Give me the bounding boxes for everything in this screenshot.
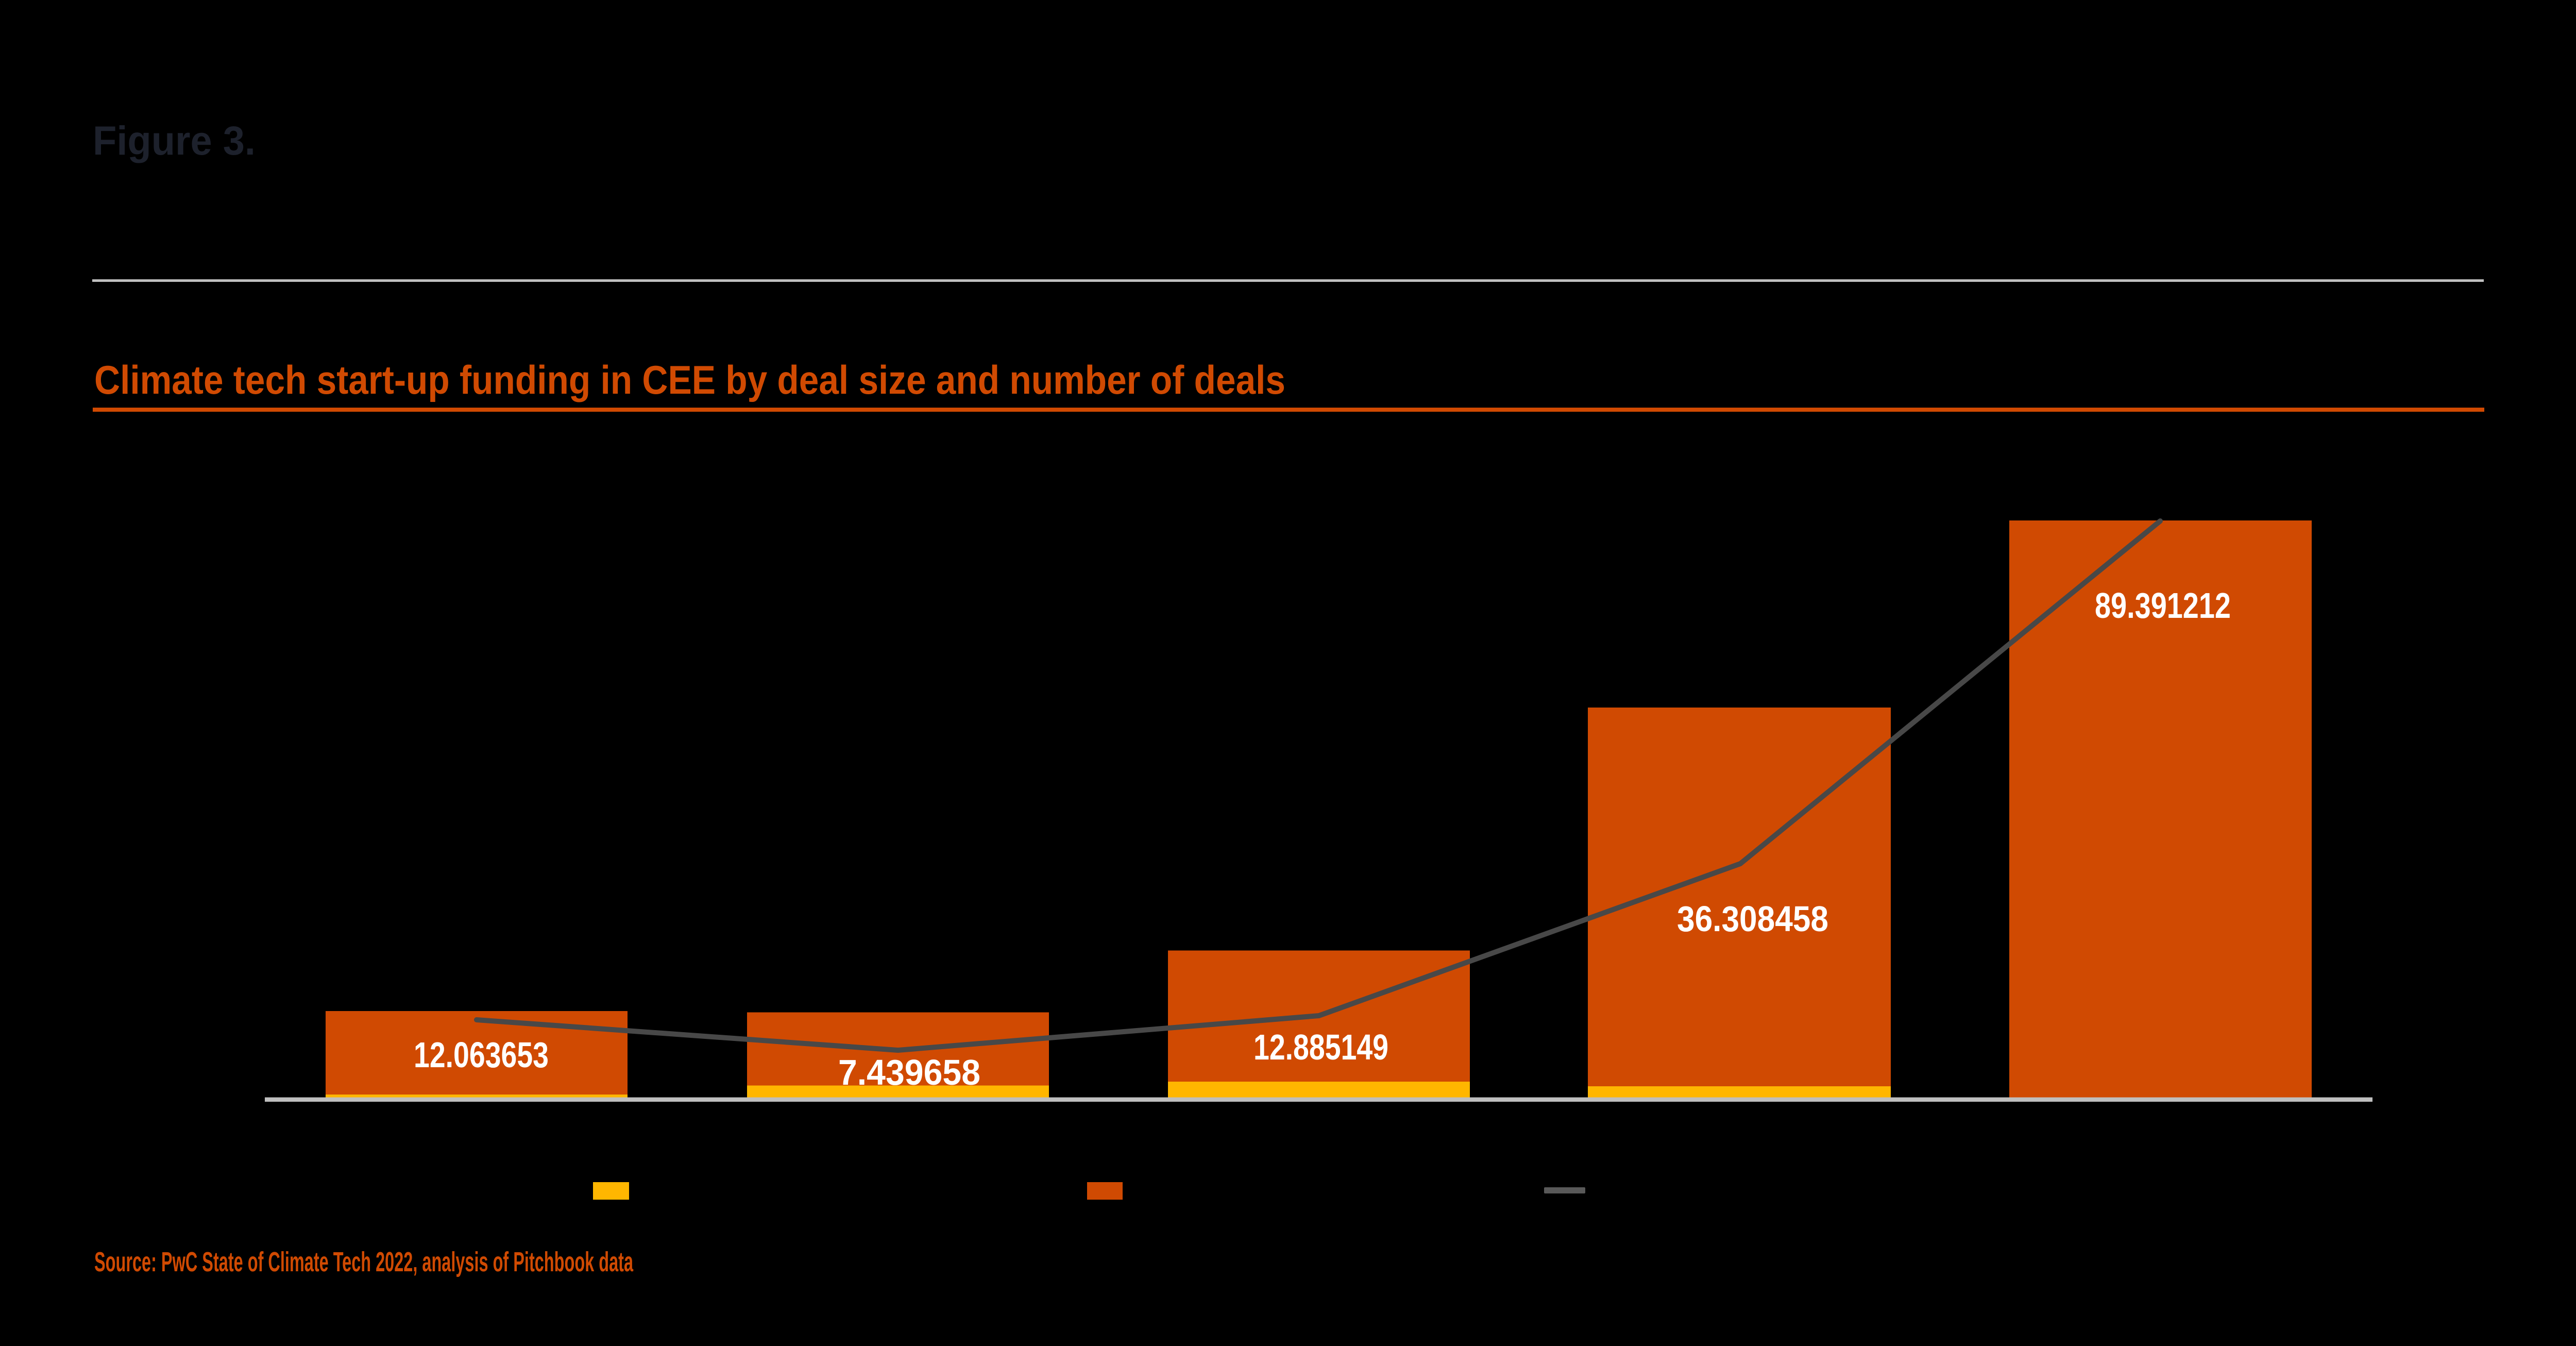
svg-text:36.308458: 36.308458 (1677, 899, 1828, 939)
svg-text:89.391212: 89.391212 (2095, 585, 2231, 626)
svg-text:Climate tech start-up funding: Climate tech start-up funding in CEE by … (94, 357, 1285, 402)
svg-text:7.439658: 7.439658 (838, 1052, 980, 1092)
svg-text:Source: PwC State of Climate T: Source: PwC State of Climate Tech 2022, … (94, 1247, 634, 1277)
svg-text:Figure 3.: Figure 3. (93, 117, 256, 163)
svg-text:12.063653: 12.063653 (414, 1035, 549, 1075)
svg-text:12.885149: 12.885149 (1253, 1027, 1388, 1067)
